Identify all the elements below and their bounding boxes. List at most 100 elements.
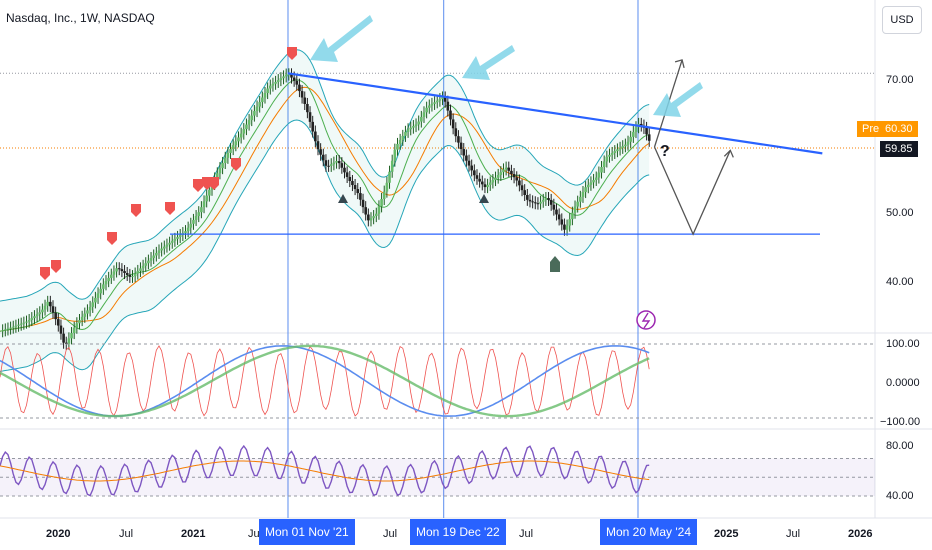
candle-body [205, 195, 208, 202]
candle-body [268, 85, 272, 89]
candle-body [510, 170, 513, 175]
osc-fast [0, 345, 650, 417]
candle-body [133, 273, 137, 277]
candle-body [547, 198, 550, 200]
candle-body [385, 182, 389, 192]
candle-body [544, 198, 548, 200]
candle-body [401, 135, 405, 140]
buy-signal-0 [338, 194, 348, 203]
callout-arrow-2 [653, 82, 703, 117]
candle-body [78, 320, 81, 324]
candle-body [88, 306, 92, 311]
candle-body [499, 172, 503, 175]
candle-body [616, 149, 619, 152]
candle-body [112, 271, 116, 275]
candle-body [295, 80, 299, 85]
candle-body [306, 103, 309, 113]
candle-body [454, 128, 458, 137]
candle-body [17, 324, 20, 326]
lower-band [0, 119, 650, 372]
rsi-band [0, 458, 875, 496]
candle-body [475, 175, 479, 179]
candle-body [218, 168, 222, 174]
candle-body [647, 134, 651, 141]
candle-body [173, 238, 177, 241]
candle-body [443, 97, 447, 102]
candle-body [565, 225, 569, 230]
candle-body [560, 219, 564, 225]
candle-body [99, 288, 102, 294]
candle-body [496, 174, 500, 178]
candle-body [33, 316, 36, 319]
candle-body [75, 323, 79, 328]
candle-body [337, 161, 341, 164]
candle-body [369, 218, 373, 221]
candle-body [345, 172, 349, 177]
candle-body [531, 201, 534, 203]
candle-body [152, 255, 155, 259]
x-tick-jul-2025: Jul [786, 528, 801, 540]
resistance-trendline [287, 72, 823, 155]
candle-body [377, 206, 381, 214]
x-tick-2025: 2025 [714, 528, 739, 540]
candle-body [504, 167, 508, 170]
candle-body [430, 103, 434, 106]
callout-arrow-1 [462, 45, 515, 80]
candle-body [64, 342, 68, 344]
candle-body [563, 224, 566, 230]
candle-body [314, 131, 317, 142]
rsi-tick-40: 40.00 [886, 490, 914, 502]
candle-body [117, 268, 121, 270]
sell-signal-0 [40, 267, 50, 280]
candle-body [451, 119, 455, 129]
pre-value: 60.30 [880, 121, 918, 137]
candle-body [462, 149, 466, 156]
candle-body [184, 231, 187, 234]
candle-body [247, 120, 251, 125]
candle-body [102, 284, 105, 289]
candle-body [600, 166, 603, 173]
candle-body [226, 152, 230, 158]
date-marker-may-2024: Mon 20 May '24 [600, 519, 698, 545]
candle-body [491, 180, 495, 183]
candle-body [420, 116, 423, 122]
alert-icon [636, 310, 656, 330]
fast-ma [0, 79, 650, 332]
candle-body [520, 185, 524, 191]
candle-body [6, 328, 10, 330]
candle-body [571, 212, 574, 220]
candle-body [488, 182, 492, 185]
candle-body [536, 203, 540, 205]
candle-body [467, 160, 471, 166]
candle-body [147, 260, 150, 264]
candle-body [541, 199, 545, 202]
candle-body [253, 111, 256, 116]
sell-signal-5 [193, 179, 203, 192]
candle-body [266, 88, 269, 94]
candle-body [507, 167, 511, 171]
osc-tick-100: 100.00 [886, 338, 920, 350]
osc-tick-0: 0.0000 [886, 377, 920, 389]
candle-body [239, 133, 243, 138]
sell-signal-9 [287, 47, 297, 60]
candle-body [435, 100, 439, 103]
candle-body [639, 123, 643, 126]
candle-body [457, 136, 460, 143]
alert-bolt [641, 312, 651, 329]
candle-body [83, 313, 87, 317]
candle-body [470, 165, 473, 171]
chart-title: Nasdaq, Inc., 1W, NASDAQ [6, 11, 155, 25]
candle-body [3, 329, 7, 331]
candle-body [316, 141, 320, 150]
candle-body [27, 320, 31, 322]
candle-body [425, 107, 428, 113]
currency-button[interactable]: USD [882, 6, 922, 34]
candle-body [96, 293, 100, 298]
candle-body [412, 126, 415, 128]
projection-up-head [674, 59, 685, 69]
candle-body [202, 201, 206, 208]
candle-body [549, 199, 553, 205]
candle-body [417, 121, 420, 125]
x-tick-2020: 2020 [46, 528, 71, 540]
